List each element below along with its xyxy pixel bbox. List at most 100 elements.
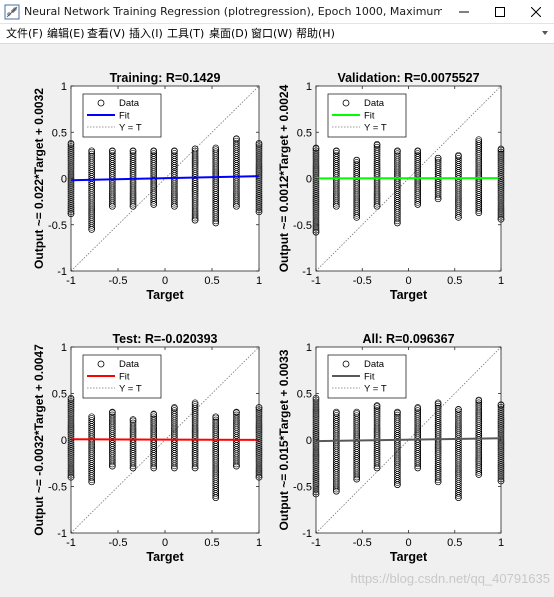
training-data-point	[88, 150, 95, 158]
all-data-point	[455, 406, 462, 413]
training-data-point	[233, 135, 240, 143]
training-y-tick-label: 1	[61, 81, 67, 93]
maximize-button[interactable]	[482, 0, 518, 24]
all-data-point	[434, 402, 442, 410]
validation-data-point	[434, 154, 442, 162]
test-y-tick-label: -1	[57, 528, 67, 540]
all-data-column	[373, 402, 381, 472]
all-data-point	[394, 413, 401, 421]
menu-window[interactable]: 窗口(W)	[251, 27, 293, 40]
matlab-app-icon	[4, 4, 20, 20]
all-data-column	[434, 399, 442, 486]
validation-x-tick-label: -0.5	[353, 275, 372, 287]
test-data-point	[212, 494, 220, 501]
close-button[interactable]	[518, 0, 554, 24]
training-data-point	[171, 147, 178, 155]
test-legend-fit-label: Fit	[119, 372, 130, 383]
training-data-point	[109, 150, 116, 157]
training-x-tick-label: 0	[162, 275, 168, 287]
all-data-point	[414, 407, 422, 414]
all-data-point	[373, 402, 381, 409]
test-data-column	[191, 399, 199, 472]
menu-insert[interactable]: 插入(I)	[129, 27, 163, 40]
validation-data-point	[414, 147, 422, 155]
test-data-point	[150, 464, 158, 472]
all-data-point	[353, 410, 361, 417]
all-data-point	[373, 405, 381, 412]
training-x-label: Target	[146, 288, 184, 302]
training-legend-data-label: Data	[119, 98, 140, 109]
all-data-column	[333, 408, 340, 495]
menu-edit[interactable]: 编辑(E)	[47, 27, 85, 40]
validation-data-point	[434, 195, 442, 203]
validation-data-column	[475, 136, 483, 217]
window-title: Neural Network Training Regression (plot…	[24, 5, 442, 18]
menu-desktop[interactable]: 桌面(D)	[209, 27, 249, 40]
training-data-point	[171, 150, 178, 157]
validation-y-tick-label: -0.5	[293, 220, 312, 232]
training-data-point	[88, 152, 95, 160]
all-data-point	[353, 414, 361, 421]
validation-data-point	[353, 156, 361, 164]
test-data-point	[129, 421, 137, 429]
menu-tools[interactable]: 工具(T)	[167, 27, 205, 40]
training-data-point	[109, 152, 116, 159]
training-y-tick-label: -0.5	[48, 220, 67, 232]
all-y-tick-label: 1	[306, 342, 312, 354]
menu-help[interactable]: 帮助(H)	[296, 27, 335, 40]
validation-legend-fit-label: Fit	[364, 111, 375, 122]
test-x-tick-label: -0.5	[109, 537, 128, 549]
minimize-icon	[459, 11, 469, 13]
test-data-point	[171, 407, 178, 414]
training-data-column	[129, 147, 137, 210]
menu-file[interactable]: 文件(F)	[6, 27, 43, 40]
test-data-column	[129, 416, 137, 472]
validation-data-point	[394, 152, 401, 160]
training-data-point	[171, 202, 178, 210]
validation-data-column	[333, 147, 340, 210]
test-plot: -1 -0.5 0 0.5 1 -1 -0.5 0 0.5 1 Test: R=-0.020393 T…	[32, 332, 263, 564]
training-x-tick-label: -0.5	[109, 275, 128, 287]
validation-x-label: Target	[390, 288, 428, 302]
validation-data-point	[475, 138, 483, 145]
test-data-point	[233, 413, 240, 421]
toolbar-expand-arrow-icon[interactable]	[538, 26, 552, 42]
minimize-button[interactable]	[446, 0, 482, 24]
menu-view[interactable]: 查看(V)	[87, 27, 126, 40]
test-data-point	[109, 413, 116, 421]
validation-data-point	[394, 219, 401, 227]
test-data-point	[233, 462, 240, 470]
training-data-point	[129, 147, 137, 155]
all-data-point	[475, 471, 483, 478]
validation-legend-data-label: Data	[364, 98, 385, 109]
all-x-label: Target	[390, 550, 428, 564]
figure-canvas: -1 -0.5 0 0.5 1 -1 -0.5 0 0.5 1 Training: R=0.1429…	[0, 45, 554, 597]
test-y-label: Output ~= -0.0032*Target + 0.0047	[32, 344, 46, 536]
test-y-tick-label: 0.5	[52, 389, 67, 401]
regression-figure: -1 -0.5 0 0.5 1 -1 -0.5 0 0.5 1 Training: R=0.1429…	[32, 71, 505, 564]
all-data-point	[475, 401, 483, 409]
validation-data-point	[353, 214, 361, 221]
training-identity-line	[70, 85, 260, 272]
training-data-point	[109, 147, 116, 155]
validation-x-tick-label: 1	[498, 275, 504, 287]
test-data-column	[212, 413, 220, 501]
validation-data-point	[434, 158, 442, 166]
validation-y-tick-label: -1	[302, 266, 312, 278]
watermark-text: https://blog.csdn.net/qq_40791635	[350, 571, 551, 586]
validation-data-point	[333, 150, 340, 157]
test-data-point	[212, 413, 220, 421]
all-data-point	[353, 475, 361, 483]
test-y-tick-label: -0.5	[48, 482, 67, 494]
all-data-point	[475, 396, 483, 404]
test-y-tick-label: 1	[61, 342, 67, 354]
all-data-column	[394, 408, 401, 488]
training-data-point	[212, 144, 220, 152]
training-data-point	[191, 149, 199, 157]
all-data-column	[475, 396, 483, 478]
training-fit-line	[70, 175, 260, 182]
